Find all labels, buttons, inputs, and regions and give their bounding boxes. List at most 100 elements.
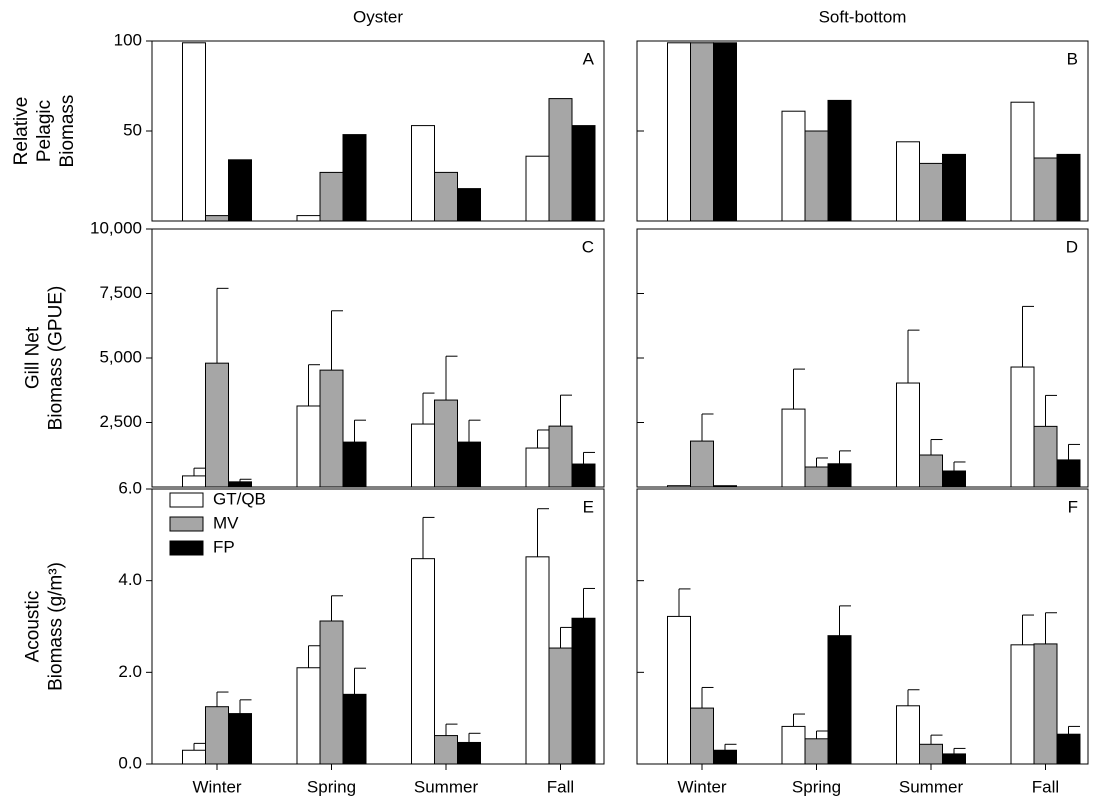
- error-bar: [239, 478, 252, 482]
- bar: [781, 725, 806, 765]
- bar: [919, 162, 943, 222]
- bar: [1056, 459, 1081, 488]
- legend-label: FP: [213, 537, 235, 556]
- bar: [182, 749, 206, 765]
- bar: [457, 441, 481, 488]
- y-tick-label: 50: [123, 120, 142, 139]
- error-bar: [537, 429, 549, 449]
- error-bar: [1045, 612, 1057, 644]
- bar: [713, 749, 737, 765]
- error-bar: [331, 310, 343, 371]
- legend-label: GT/QB: [213, 489, 266, 508]
- y-axis-label: Acoustic: [23, 591, 44, 663]
- bar: [1033, 643, 1058, 765]
- error-bar: [701, 413, 714, 442]
- panel-label: D: [1066, 237, 1078, 256]
- error-bar: [1022, 305, 1034, 368]
- error-bar: [422, 392, 435, 425]
- plot-frame: [636, 488, 1089, 765]
- bar: [690, 707, 714, 765]
- error-bar: [239, 699, 252, 714]
- bar: [896, 382, 920, 488]
- error-bar: [953, 461, 966, 472]
- bar: [205, 706, 229, 765]
- bar: [342, 134, 367, 222]
- error-bar: [354, 419, 366, 443]
- error-bar: [445, 723, 458, 736]
- x-tick-label: Spring: [792, 777, 841, 796]
- y-tick-label: 6.0: [118, 478, 142, 497]
- error-bar: [193, 467, 206, 476]
- bar: [434, 399, 458, 488]
- bar: [411, 423, 435, 488]
- panel-label: E: [583, 497, 594, 516]
- bar: [319, 620, 344, 765]
- error-bar: [724, 743, 737, 751]
- error-bar: [354, 667, 366, 695]
- bar: [205, 215, 229, 222]
- error-bar: [583, 451, 595, 465]
- bar: [942, 153, 966, 222]
- bar: [781, 408, 806, 488]
- x-tick-label: Winter: [192, 777, 241, 796]
- panel-label: F: [1068, 497, 1078, 516]
- bar: [690, 440, 714, 488]
- bar: [525, 155, 550, 222]
- error-bar: [308, 645, 320, 668]
- bar: [411, 558, 435, 765]
- error-bar: [816, 730, 828, 739]
- bar: [228, 159, 252, 222]
- error-bar: [839, 450, 851, 464]
- bar: [548, 647, 573, 765]
- error-bar: [953, 747, 966, 754]
- bar: [690, 42, 714, 222]
- bar: [804, 466, 829, 488]
- bar: [667, 615, 691, 765]
- bar: [411, 125, 435, 222]
- column-title: Soft-bottom: [819, 7, 907, 26]
- error-bar: [930, 439, 943, 456]
- error-bar: [422, 516, 435, 559]
- y-tick-label: 2.0: [118, 662, 142, 681]
- error-bar: [560, 394, 572, 427]
- bar: [342, 441, 367, 488]
- x-tick-label: Spring: [307, 777, 356, 796]
- error-bar: [583, 587, 595, 619]
- bar: [804, 130, 829, 222]
- bar: [667, 42, 691, 222]
- bar: [182, 475, 206, 488]
- y-tick-label: 5,000: [99, 347, 142, 366]
- error-bar: [701, 686, 714, 709]
- bar: [228, 481, 252, 488]
- bar: [342, 693, 367, 765]
- y-tick-label: 100: [114, 30, 142, 49]
- bar: [571, 463, 596, 488]
- bar: [1010, 644, 1035, 765]
- error-bar: [468, 732, 481, 743]
- bar: [548, 425, 573, 488]
- bar: [228, 713, 252, 765]
- error-bar: [793, 713, 805, 727]
- error-bar: [930, 734, 943, 745]
- error-bar: [816, 457, 828, 468]
- bar: [571, 617, 596, 765]
- error-bar: [1068, 725, 1080, 735]
- bar: [1033, 425, 1058, 488]
- error-bar: [1022, 614, 1034, 645]
- y-axis-label: Gill Net: [23, 326, 44, 389]
- error-bar: [216, 691, 229, 707]
- bar: [942, 753, 966, 765]
- bar: [1010, 101, 1035, 222]
- bar: [781, 110, 806, 222]
- error-bar: [839, 605, 851, 636]
- error-bar: [331, 595, 343, 621]
- legend-swatch: [169, 516, 204, 532]
- panel-label: B: [1067, 49, 1078, 68]
- y-axis-label: Biomass (GPUE): [46, 286, 67, 431]
- y-tick-label: 4.0: [118, 570, 142, 589]
- bar: [919, 454, 943, 488]
- x-tick-label: Winter: [677, 777, 726, 796]
- error-bar: [560, 626, 572, 649]
- bar: [319, 171, 344, 222]
